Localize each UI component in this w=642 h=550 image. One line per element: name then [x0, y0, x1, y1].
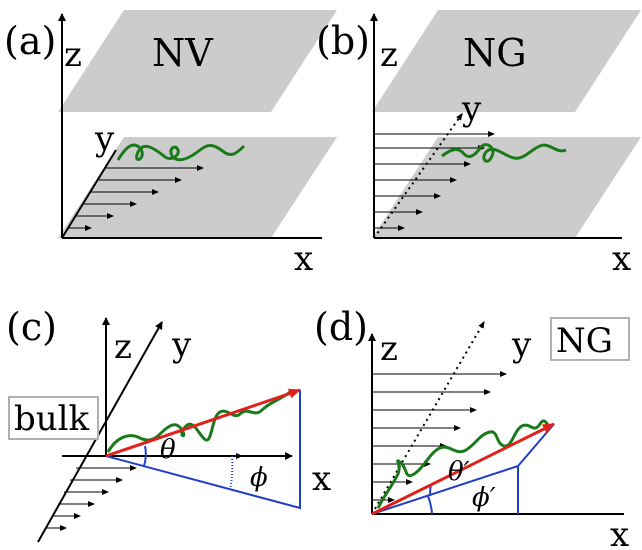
z-axis-label: z — [64, 35, 82, 75]
panel-label: (b) — [316, 19, 370, 63]
ng-box — [550, 317, 630, 361]
z-axis-label: z — [380, 329, 398, 369]
bulk-label: bulk — [14, 399, 90, 439]
phi-arc — [427, 495, 433, 515]
panel-d: NG (d) z y x θ′ ϕ′ — [314, 305, 630, 550]
phi-label: ϕ — [250, 463, 268, 493]
y-axis-label: y — [171, 325, 192, 365]
x-axis-label: x — [312, 459, 331, 499]
y-axis-label: y — [461, 89, 482, 129]
top-plate — [58, 10, 337, 112]
panel-c: bulk (c) z y x θ ϕ — [6, 305, 331, 543]
x-axis-label: x — [610, 515, 629, 550]
shear-flow-arrows — [69, 165, 204, 231]
z-axis-label: z — [380, 35, 398, 75]
y-axis-label: y — [511, 325, 532, 365]
bottom-plate — [58, 137, 337, 238]
end-to-end-vector — [371, 422, 555, 516]
y-axis-label: y — [94, 119, 115, 159]
theta-label: θ — [160, 435, 176, 465]
polymer-chain — [376, 419, 554, 509]
theta-label: θ′ — [448, 457, 470, 487]
panel-a: (a) z y x NV — [4, 10, 337, 279]
phi-label: ϕ′ — [472, 483, 496, 513]
y-axis — [373, 113, 463, 239]
ng-label: NG — [556, 321, 613, 361]
theta-arc — [143, 445, 147, 467]
plate-label: NV — [152, 31, 213, 75]
projection-triangle — [105, 390, 301, 510]
x-axis-label: x — [294, 239, 313, 279]
bottom-plate — [372, 137, 641, 238]
shear-flow-arrows — [46, 453, 243, 531]
phi-arc — [229, 455, 234, 491]
plate-label: NG — [463, 31, 527, 75]
panel-label: (c) — [6, 305, 57, 349]
polymer-chain — [441, 143, 567, 163]
polymer-chain — [116, 143, 246, 162]
polymer-chain — [106, 390, 291, 453]
y-axis — [37, 321, 163, 543]
end-to-end-vector — [105, 388, 301, 458]
bulk-box — [8, 396, 99, 440]
z-axis-label: z — [114, 327, 132, 367]
plug-flow-arrows — [374, 131, 495, 231]
panel-b: (b) z y x NG — [316, 10, 641, 279]
panel-label: (a) — [4, 19, 56, 63]
top-plate — [372, 10, 641, 112]
x-axis-label: x — [612, 239, 631, 279]
panel-label: (d) — [314, 305, 368, 349]
y-axis — [61, 149, 117, 239]
